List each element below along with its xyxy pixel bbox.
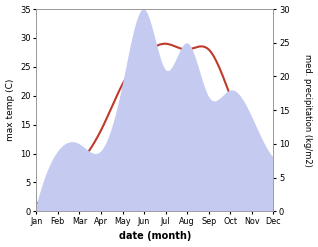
Y-axis label: med. precipitation (kg/m2): med. precipitation (kg/m2) [303, 54, 313, 167]
X-axis label: date (month): date (month) [119, 231, 191, 242]
Y-axis label: max temp (C): max temp (C) [5, 79, 15, 141]
